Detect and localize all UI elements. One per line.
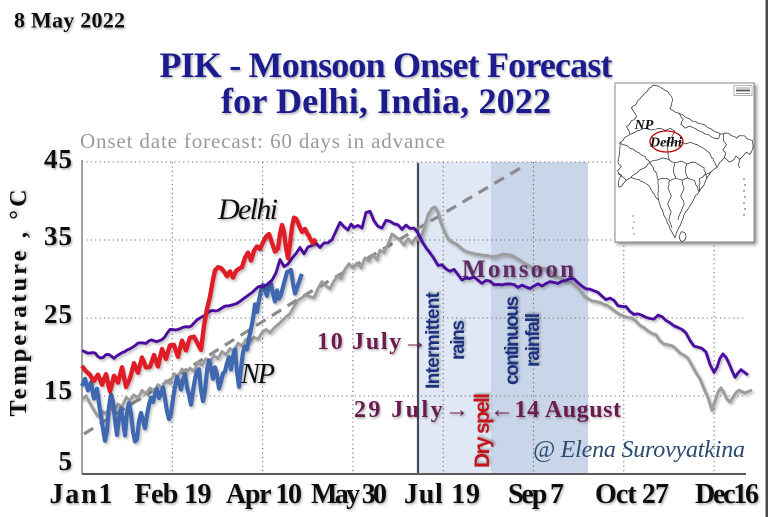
svg-text:Jul 19: Jul 19	[404, 479, 480, 510]
svg-text:Feb 19: Feb 19	[135, 479, 212, 510]
svg-text:NP: NP	[634, 118, 654, 133]
svg-text:15: 15	[44, 375, 72, 405]
svg-text:Dec16: Dec16	[695, 479, 759, 510]
svg-text:rainfall: rainfall	[523, 313, 544, 367]
svg-text:Oct 27: Oct 27	[595, 479, 669, 510]
svg-text:Delhi: Delhi	[649, 136, 682, 151]
svg-text:Jan1: Jan1	[50, 479, 113, 510]
svg-text:@ Elena Surovyatkina: @ Elena Surovyatkina	[533, 437, 745, 463]
svg-text:rains: rains	[448, 320, 469, 360]
svg-text:for Delhi, India, 2022: for Delhi, India, 2022	[221, 81, 551, 121]
svg-text:PIK - Monsoon Onset Forecast: PIK - Monsoon Onset Forecast	[160, 45, 613, 85]
svg-text:May 30: May 30	[311, 479, 387, 510]
svg-text:Temperature , °C: Temperature , °C	[6, 190, 32, 417]
svg-text:45: 45	[44, 144, 72, 174]
svg-text:5: 5	[59, 446, 73, 476]
svg-text:Onset date forecast: 60 days i: Onset date forecast: 60 days in advance	[80, 129, 445, 153]
svg-text:continuous: continuous	[502, 296, 523, 385]
svg-text:Delhi: Delhi	[217, 193, 278, 226]
svg-text:NP: NP	[240, 359, 275, 390]
svg-text:Sep 7: Sep 7	[508, 479, 564, 510]
svg-text:25: 25	[44, 299, 72, 329]
svg-text:29 July→: 29 July→	[354, 397, 469, 423]
svg-text:35: 35	[44, 221, 72, 251]
svg-text:Monsoon: Monsoon	[462, 256, 574, 283]
svg-text:10 July→: 10 July→	[317, 329, 427, 355]
svg-text:Intermittent: Intermittent	[423, 291, 444, 389]
svg-text:Dry spell: Dry spell	[471, 393, 494, 468]
svg-text:8 May 2022: 8 May 2022	[14, 8, 125, 33]
svg-text:Apr 10: Apr 10	[226, 479, 302, 510]
svg-text:←14 August: ←14 August	[490, 397, 621, 423]
